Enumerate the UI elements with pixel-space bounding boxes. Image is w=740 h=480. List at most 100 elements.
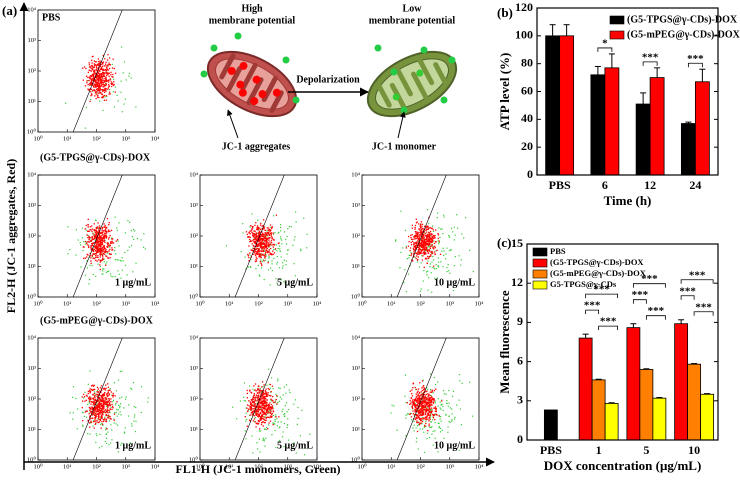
event-dot	[421, 394, 422, 395]
event-dot	[264, 446, 265, 447]
event-dot	[256, 236, 257, 237]
event-dot	[259, 439, 260, 440]
event-dot	[93, 74, 94, 75]
x-tick-label: 10⁰	[357, 462, 367, 470]
panel-label: (c)	[497, 235, 511, 250]
event-dot	[247, 234, 248, 235]
event-dot	[256, 256, 257, 257]
event-dot	[259, 253, 260, 254]
event-dot	[88, 224, 89, 225]
event-dot	[417, 242, 418, 243]
event-dot	[113, 81, 114, 82]
event-dot	[266, 250, 267, 251]
event-dot	[92, 245, 93, 246]
y-tick-label: 100	[515, 28, 533, 42]
event-dot	[266, 394, 267, 395]
event-dot	[111, 409, 112, 410]
event-dot	[260, 223, 261, 224]
event-dot	[431, 228, 432, 229]
event-dot	[443, 438, 444, 439]
event-dot	[419, 428, 420, 429]
event-dot	[107, 59, 108, 60]
event-dot	[270, 388, 271, 389]
event-dot	[107, 252, 108, 253]
event-dot	[413, 244, 414, 245]
event-dot	[280, 230, 281, 231]
event-dot	[262, 440, 263, 441]
event-dot	[89, 410, 90, 411]
event-dot	[276, 250, 277, 251]
event-dot	[96, 67, 97, 68]
event-dot	[99, 406, 100, 407]
event-dot	[417, 415, 418, 416]
event-dot	[245, 421, 246, 422]
event-dot	[261, 390, 262, 391]
event-dot	[272, 226, 273, 227]
event-dot	[250, 409, 251, 410]
event-dot	[423, 408, 424, 409]
event-dot	[115, 403, 116, 404]
event-dot	[262, 400, 263, 401]
event-dot	[100, 251, 101, 252]
event-dot	[433, 399, 434, 400]
event-dot	[461, 383, 462, 384]
event-dot	[282, 436, 283, 437]
event-dot	[427, 237, 428, 238]
event-dot	[109, 246, 110, 247]
event-dot	[91, 231, 92, 232]
event-dot	[100, 88, 101, 89]
event-dot	[256, 395, 257, 396]
event-dot	[105, 255, 106, 256]
event-dot	[104, 402, 105, 403]
event-dot	[92, 265, 93, 266]
event-dot	[101, 67, 102, 68]
event-dot	[273, 254, 274, 255]
event-dot	[109, 222, 110, 223]
event-dot	[433, 235, 434, 236]
event-dot	[413, 403, 414, 404]
event-dot	[105, 225, 106, 226]
event-dot	[263, 386, 264, 387]
event-dot	[261, 407, 262, 408]
event-dot	[270, 415, 271, 416]
event-dot	[411, 416, 412, 417]
event-dot	[430, 231, 431, 232]
event-dot	[261, 241, 262, 242]
event-dot	[96, 66, 97, 67]
event-dot	[133, 229, 134, 230]
event-dot	[251, 405, 252, 406]
event-dot	[428, 277, 429, 278]
legend-swatch	[610, 16, 624, 24]
event-dot	[434, 419, 435, 420]
event-dot	[98, 93, 99, 94]
event-dot	[433, 431, 434, 432]
event-dot	[254, 406, 255, 407]
y-tick-label: 10⁴	[351, 334, 361, 341]
event-dot	[421, 251, 422, 252]
event-dot	[469, 382, 470, 383]
event-dot	[108, 69, 109, 70]
event-dot	[108, 412, 109, 413]
event-dot	[98, 388, 99, 389]
event-dot	[423, 414, 424, 415]
event-dot	[420, 420, 421, 421]
event-dot	[110, 78, 111, 79]
event-dot	[423, 396, 424, 397]
event-dot	[92, 56, 93, 57]
event-dot	[104, 58, 105, 59]
event-dot	[420, 234, 421, 235]
legend-swatch	[533, 270, 547, 278]
event-dot	[421, 405, 422, 406]
event-dot	[438, 227, 439, 228]
event-dot	[243, 397, 244, 398]
event-dot	[397, 430, 398, 431]
event-dot	[94, 397, 95, 398]
event-dot	[412, 406, 413, 407]
event-dot	[439, 426, 440, 427]
event-dot	[431, 262, 432, 263]
event-dot	[108, 444, 109, 445]
event-dot	[98, 259, 99, 260]
event-dot	[116, 390, 117, 391]
event-dot	[260, 392, 261, 393]
event-dot	[87, 84, 88, 85]
